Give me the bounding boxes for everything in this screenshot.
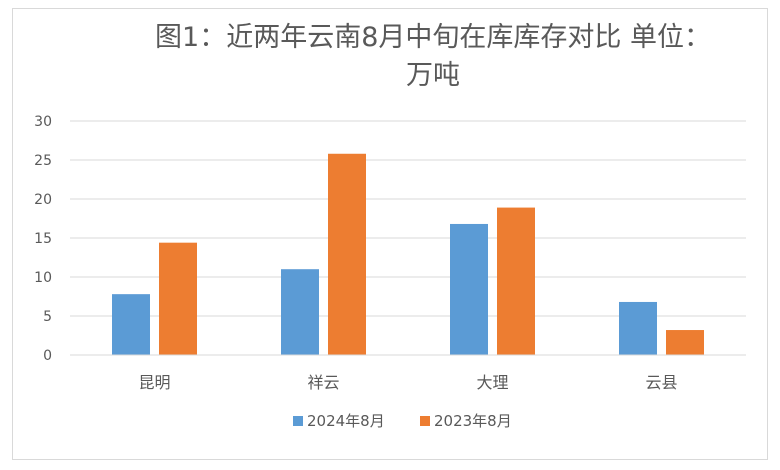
legend-swatch xyxy=(420,416,430,426)
legend: 2024年8月 2023年8月 xyxy=(293,412,512,430)
y-tick-label: 30 xyxy=(34,114,52,130)
bar-series2 xyxy=(159,242,197,355)
x-category-label: 祥云 xyxy=(307,373,339,392)
x-category-label: 昆明 xyxy=(138,373,170,392)
chart-title: 图1：近两年云南8月中旬在库库存对比 单位：万吨 xyxy=(155,22,711,91)
y-tick-label: 25 xyxy=(34,153,52,169)
legend-label: 2023年8月 xyxy=(434,412,512,430)
bars xyxy=(112,153,704,355)
bar-series1 xyxy=(112,294,150,355)
y-tick-label: 5 xyxy=(43,309,52,325)
y-tick-label: 10 xyxy=(34,270,52,286)
x-axis: 昆明 祥云 大理 云县 xyxy=(70,354,746,392)
x-category-label: 云县 xyxy=(645,373,677,392)
bar-series1 xyxy=(619,301,657,355)
legend-label: 2024年8月 xyxy=(307,412,385,430)
legend-swatch xyxy=(293,416,303,426)
y-tick-label: 20 xyxy=(34,192,52,208)
bar-series1 xyxy=(281,269,319,355)
chart-frame: 图1：近两年云南8月中旬在库库存对比 单位：万吨 xyxy=(12,8,768,460)
bar-series2 xyxy=(666,330,704,355)
bar-series1 xyxy=(450,223,488,355)
y-tick-label: 15 xyxy=(34,231,52,247)
y-tick-label: 0 xyxy=(43,348,52,364)
x-category-label: 大理 xyxy=(476,373,508,392)
bar-series2 xyxy=(328,153,366,355)
y-axis-ticks: 0 5 10 15 20 25 30 xyxy=(34,114,52,364)
bar-series2 xyxy=(497,207,535,355)
